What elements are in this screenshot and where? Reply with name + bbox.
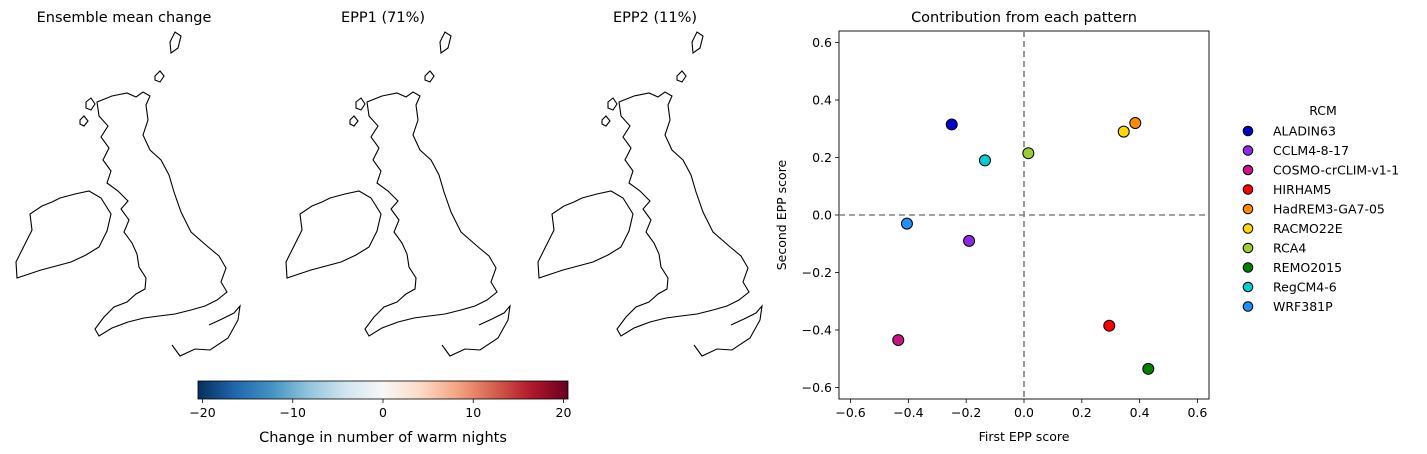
legend-marker (1242, 125, 1254, 137)
colorbar-tick-label: −20 (189, 405, 215, 420)
legend-marker (1242, 223, 1254, 234)
legend-label: COSMO-crCLIM-v1-1 (1273, 163, 1399, 178)
map-title-epp1: EPP1 (71%) (341, 10, 425, 26)
point-regcm4-6 (978, 154, 991, 167)
point-wrf381p (900, 217, 913, 230)
legend-title: RCM (1309, 103, 1337, 118)
x-axis-ticks: −0.6 −0.4 −0.2 0.0 0.2 0.4 0.6 (835, 399, 1207, 420)
reference-lines (839, 31, 1209, 399)
map-title-epp2: EPP2 (11%) (613, 10, 697, 26)
x-tick-label: 0.0 (1014, 405, 1034, 420)
legend-items: ALADIN63 CCLM4-8-17 COSMO-crCLIM-v1-1 HIRHA… (1242, 124, 1399, 314)
x-axis-label: First EPP score (979, 429, 1070, 444)
point-rca4 (1022, 147, 1035, 160)
colorbar-tick-label: −10 (280, 405, 306, 420)
point-hadrem3-ga7-05 (1129, 117, 1142, 129)
legend-marker (1242, 203, 1254, 215)
map-panel-mean: Ensemble mean change (15, 10, 241, 357)
legend-marker (1242, 242, 1254, 254)
colorbar: −20 −10 0 10 20 Change in number of warm nig… (189, 380, 571, 446)
legend-label: ALADIN63 (1273, 124, 1336, 139)
coastline-epp1 (285, 31, 498, 337)
coastline-mean (15, 31, 228, 337)
legend-label: HadREM3-GA7-05 (1273, 202, 1385, 217)
point-hirham5 (1103, 319, 1116, 332)
y-axis-ticks: −0.6 −0.4 −0.2 0.0 0.2 0.4 0.6 (802, 35, 839, 395)
colorbar-ticks: −20 −10 0 10 20 (189, 399, 571, 420)
legend-label: HIRHAM5 (1273, 182, 1331, 197)
point-cclm4-8-17 (963, 234, 976, 247)
coastline-france-mean (171, 304, 241, 357)
y-tick-label: 0.4 (812, 93, 832, 108)
y-tick-label: −0.4 (802, 323, 832, 338)
y-axis-label: Second EPP score (774, 159, 789, 270)
heatmap-mean (16, 32, 227, 336)
y-tick-label: −0.2 (802, 265, 832, 280)
heatmap-epp2 (538, 32, 749, 336)
colorbar-label: Change in number of warm nights (259, 430, 507, 446)
colorbar-tick-label: 10 (465, 405, 481, 420)
legend-label: RCA4 (1273, 241, 1306, 256)
y-tick-label: −0.6 (802, 380, 832, 395)
legend-label: WRF381P (1273, 299, 1333, 314)
x-tick-label: 0.4 (1130, 405, 1150, 420)
x-tick-label: −0.4 (893, 405, 923, 420)
legend-label: RegCM4-6 (1273, 280, 1337, 295)
legend-label: CCLM4-8-17 (1273, 143, 1349, 158)
point-aladin63 (945, 118, 958, 131)
map-title-mean: Ensemble mean change (37, 10, 212, 26)
colorbar-gradient (197, 380, 569, 400)
y-tick-label: 0.2 (812, 150, 832, 165)
x-tick-label: −0.2 (951, 405, 981, 420)
legend-marker (1242, 184, 1254, 195)
x-tick-label: 0.6 (1187, 405, 1207, 420)
scatter-panel: Contribution from each pattern −0.6 −0.4−… (774, 10, 1210, 444)
point-remo2015 (1142, 362, 1155, 375)
y-tick-label: 0.6 (812, 35, 832, 50)
colorbar-tick-label: 20 (556, 405, 572, 420)
colorbar-tick-label: 0 (379, 405, 387, 420)
coastline-france-epp1 (441, 304, 511, 357)
legend-label: RACMO22E (1273, 221, 1343, 236)
legend: RCM ALADIN63 CCLM4-8-17 COSMO-crCLIM-v1-1 H… (1242, 103, 1399, 314)
point-cosmo-crclim-v1-1 (892, 334, 905, 347)
point-racmo22e (1117, 125, 1130, 138)
legend-marker (1242, 262, 1254, 273)
legend-marker (1242, 281, 1254, 293)
x-tick-label: 0.2 (1072, 405, 1092, 420)
map-panel-epp2: EPP2 (11%) (537, 10, 763, 357)
legend-marker (1242, 301, 1254, 312)
heatmap-epp1 (286, 32, 497, 336)
legend-marker (1242, 164, 1254, 176)
coastline-france-epp2 (693, 304, 763, 357)
legend-marker (1242, 145, 1254, 156)
scatter-title: Contribution from each pattern (911, 10, 1137, 26)
y-tick-label: 0.0 (812, 208, 832, 223)
legend-label: REMO2015 (1273, 260, 1342, 275)
x-tick-label: −0.6 (835, 405, 865, 420)
coastline-epp2 (537, 31, 750, 337)
scatter-points (892, 117, 1155, 375)
map-panel-epp1: EPP1 (71%) (285, 10, 511, 357)
